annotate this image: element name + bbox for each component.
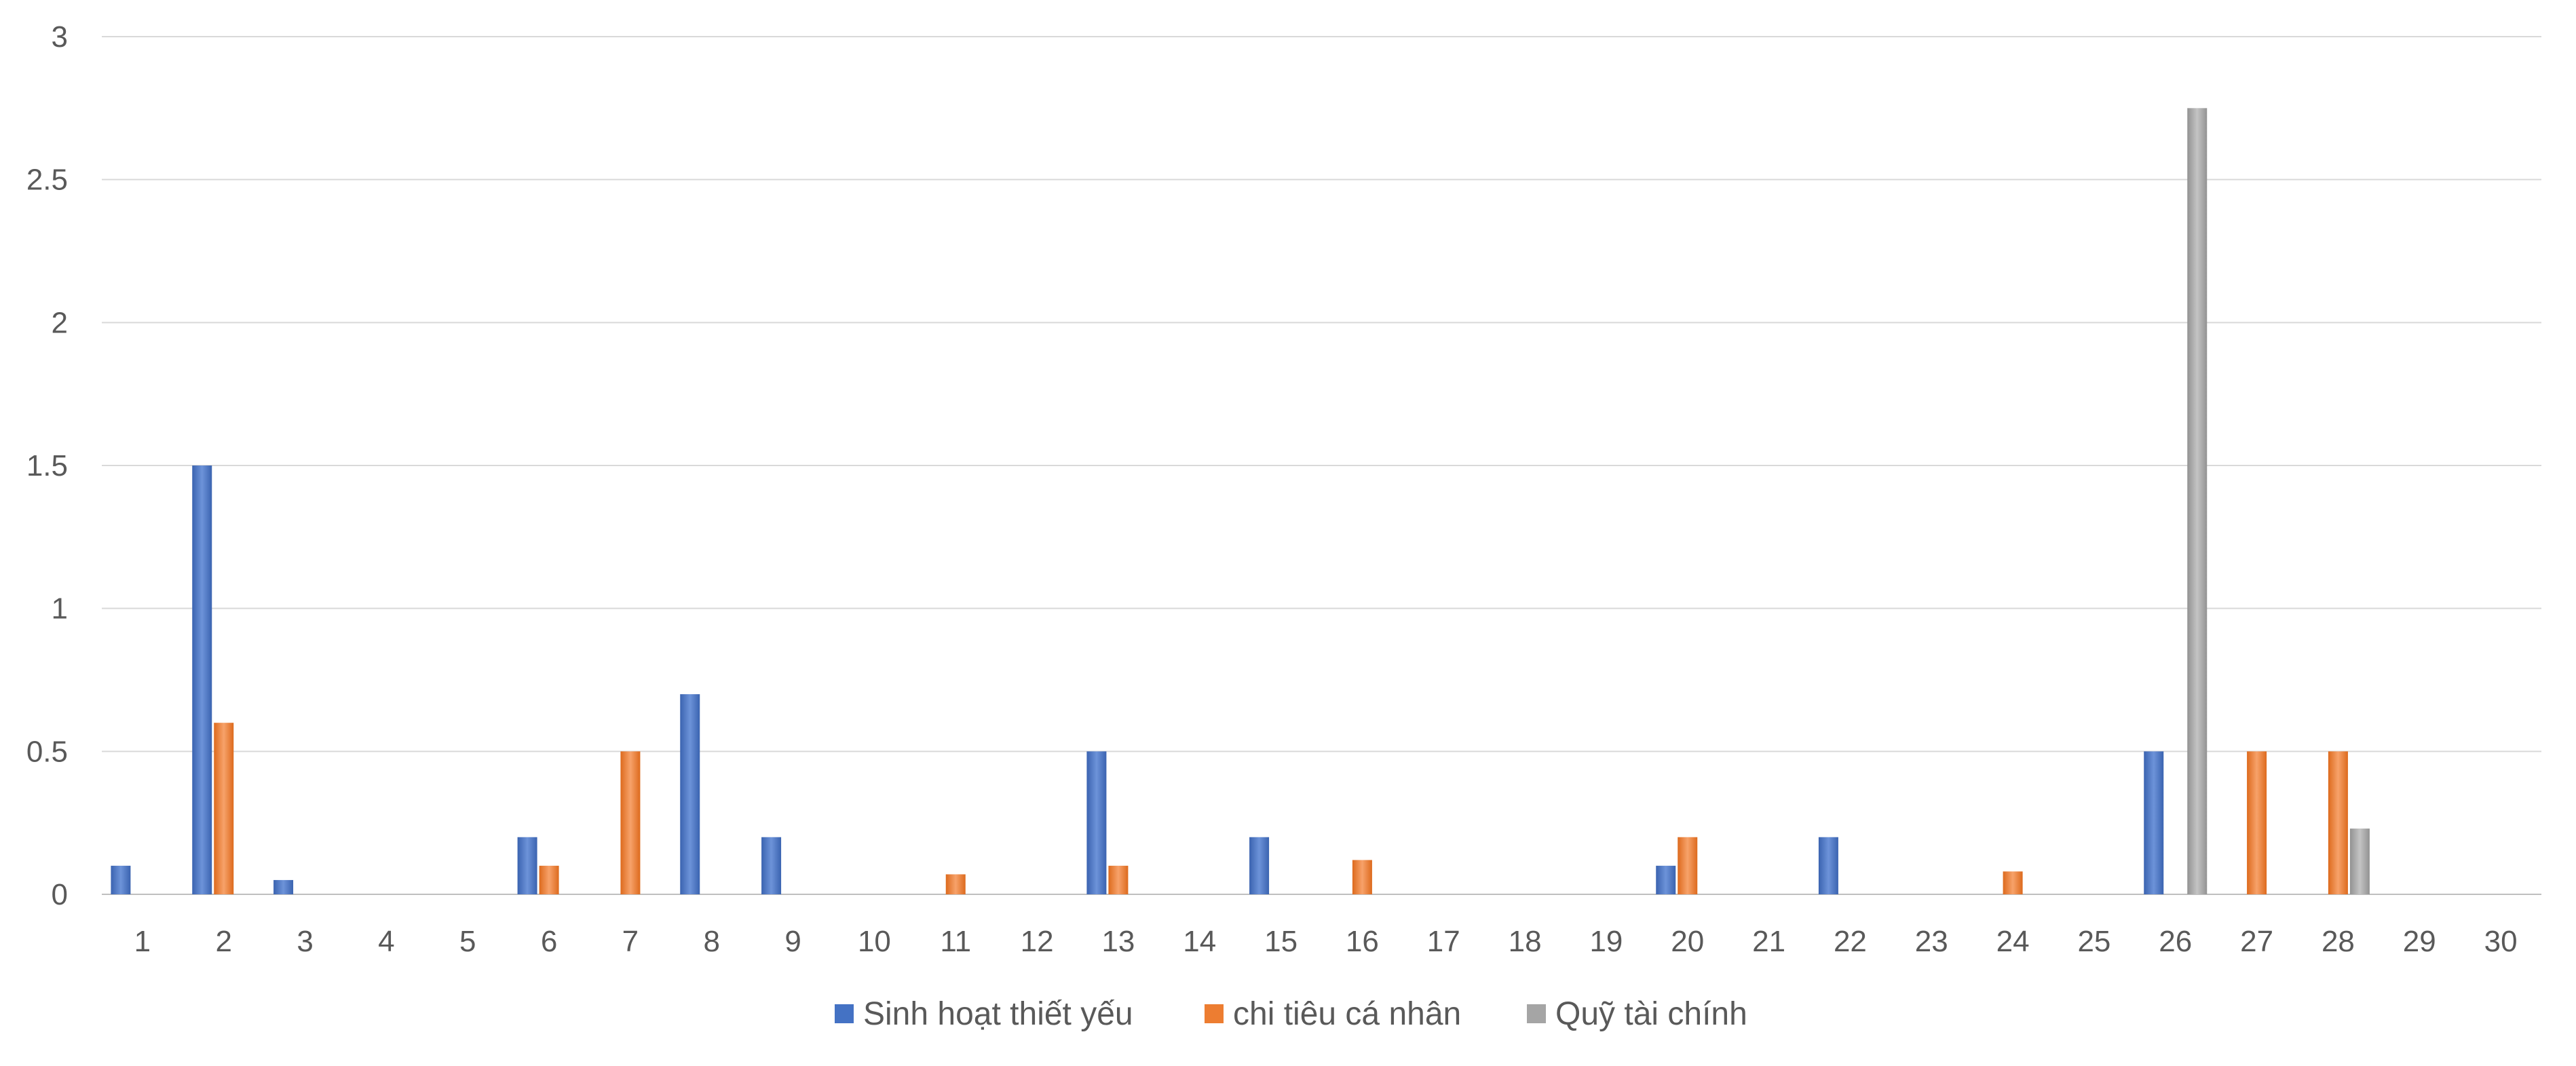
bar-chi-ti-u-c-nh-n-11 [945,874,966,894]
x-tick-label: 5 [459,925,476,958]
bar-chi-ti-u-c-nh-n-6 [539,865,559,894]
x-tick-label: 12 [1021,925,1054,958]
x-tick-label: 9 [784,925,801,958]
bar-sinh-ho-t-thi-t-y-u-8 [680,694,700,894]
bar-sinh-ho-t-thi-t-y-u-3 [273,879,294,894]
bar-qu-t-i-ch-nh-26 [2187,108,2208,894]
bar-sinh-ho-t-thi-t-y-u-1 [111,865,131,894]
x-tick-label: 20 [1671,925,1704,958]
bar-chi-ti-u-c-nh-n-7 [620,751,641,894]
x-tick-label: 24 [1996,925,2030,958]
legend: Sinh hoạt thiết yếu chi tiêu cá nhân Quỹ t… [835,996,1747,1032]
x-tick-label: 27 [2240,925,2273,958]
bar-chi-ti-u-c-nh-n-13 [1108,865,1129,894]
x-tick-label: 4 [378,925,394,958]
gridlines [102,36,2541,895]
legend-swatch [1205,1004,1224,1023]
bar-sinh-ho-t-thi-t-y-u-9 [761,837,782,894]
x-tick-label: 30 [2484,925,2518,958]
x-tick-label: 8 [704,925,720,958]
x-tick-label: 18 [1509,925,1542,958]
legend-label: Sinh hoạt thiết yếu [863,996,1133,1032]
bar-sinh-ho-t-thi-t-y-u-6 [517,837,537,894]
x-axis-ticks: 1 2 3 4 5 6 7 8 9 10 11 12 13 14 15 16 17 18 19 20 21 22 23 24 2… [134,925,2518,958]
x-tick-label: 13 [1101,925,1135,958]
bar-sinh-ho-t-thi-t-y-u-26 [2144,751,2164,894]
x-tick-label: 11 [940,925,971,958]
x-tick-label: 19 [1589,925,1623,958]
bar-sinh-ho-t-thi-t-y-u-20 [1656,865,1676,894]
x-tick-label: 28 [2322,925,2355,958]
x-tick-label: 26 [2159,925,2192,958]
x-tick-label: 10 [858,925,891,958]
x-tick-label: 7 [622,925,639,958]
y-tick-label: 0.5 [26,735,68,768]
bar-chi-ti-u-c-nh-n-20 [1678,837,1698,894]
x-tick-label: 1 [134,925,151,958]
x-tick-label: 22 [1834,925,1867,958]
y-tick-label: 3 [52,20,68,54]
legend-label: chi tiêu cá nhân [1233,996,1461,1032]
bars [111,108,2370,894]
legend-swatch [1527,1004,1546,1023]
y-tick-label: 1 [52,592,68,626]
y-tick-label: 2.5 [26,164,68,197]
x-tick-label: 17 [1427,925,1460,958]
y-tick-label: 2 [52,306,68,339]
x-tick-label: 15 [1264,925,1298,958]
bar-chi-ti-u-c-nh-n-24 [2003,871,2023,894]
y-axis-ticks: 0 0.5 1 1.5 2 2.5 3 [26,20,68,911]
x-tick-label: 2 [216,925,232,958]
y-tick-label: 1.5 [26,449,68,482]
x-tick-label: 25 [2077,925,2110,958]
x-tick-label: 6 [541,925,557,958]
legend-swatch [835,1004,854,1023]
bar-chi-ti-u-c-nh-n-2 [214,723,234,894]
bar-sinh-ho-t-thi-t-y-u-2 [192,465,212,894]
x-tick-label: 3 [297,925,313,958]
x-tick-label: 16 [1346,925,1379,958]
legend-label: Quỹ tài chính [1555,996,1747,1032]
bar-chi-ti-u-c-nh-n-16 [1352,860,1372,894]
bar-sinh-ho-t-thi-t-y-u-15 [1249,837,1270,894]
bar-sinh-ho-t-thi-t-y-u-13 [1086,751,1107,894]
bar-chi-ti-u-c-nh-n-28 [2328,751,2348,894]
x-tick-label: 14 [1183,925,1216,958]
bar-qu-t-i-ch-nh-28 [2349,829,2370,894]
x-tick-label: 21 [1752,925,1785,958]
bar-chi-ti-u-c-nh-n-27 [2247,751,2267,894]
x-tick-label: 29 [2403,925,2436,958]
bar-sinh-ho-t-thi-t-y-u-22 [1818,837,1838,894]
x-tick-label: 23 [1915,925,1948,958]
y-tick-label: 0 [52,878,68,911]
